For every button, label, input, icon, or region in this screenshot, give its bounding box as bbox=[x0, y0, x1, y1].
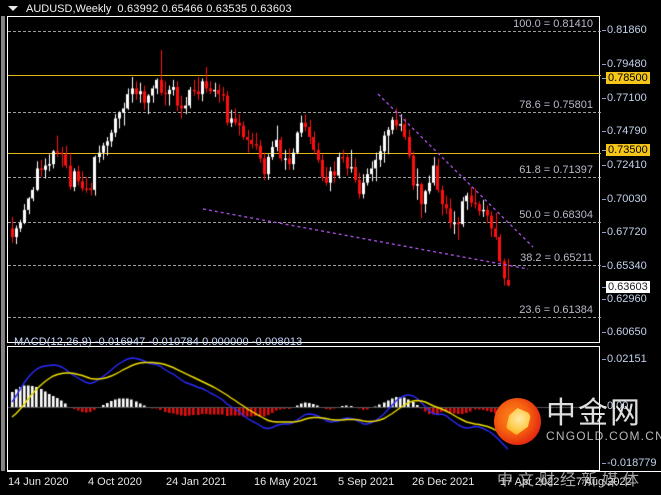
axis-tick bbox=[602, 359, 606, 360]
price-pane[interactable]: 100.0 = 0.81410 78.6 = 0.75801 61.8 = 0.71… bbox=[7, 16, 601, 343]
chart-header: AUDUSD,Weekly 0.63992 0.65466 0.63535 0.… bbox=[8, 2, 292, 15]
time-axis-label: 14 Jun 2020 bbox=[8, 476, 69, 488]
axis-tick bbox=[602, 332, 606, 333]
price-axis-label: 0.62960 bbox=[607, 293, 647, 305]
price-axis-label: 0.60650 bbox=[607, 326, 647, 338]
ohlc-values: 0.63992 0.65466 0.63535 0.63603 bbox=[117, 2, 292, 15]
axis-tick bbox=[602, 131, 606, 132]
axis-tick bbox=[602, 150, 606, 151]
axis-tick bbox=[602, 299, 606, 300]
price-axis-label: 0.74790 bbox=[607, 125, 647, 137]
macd-series bbox=[8, 347, 599, 470]
axis-tick bbox=[602, 64, 606, 65]
time-axis-line bbox=[7, 471, 661, 472]
time-axis-label: 7 Aug 2022 bbox=[576, 476, 632, 488]
price-axis-label: 0.70030 bbox=[607, 193, 647, 205]
price-axis-label: -0.018779 bbox=[607, 457, 657, 469]
time-axis-label: 16 May 2021 bbox=[254, 476, 318, 488]
candlestick-series bbox=[8, 17, 599, 342]
time-axis-label: 26 Dec 2021 bbox=[412, 476, 475, 488]
axis-tick bbox=[602, 30, 606, 31]
axis-tick bbox=[602, 266, 606, 267]
macd-pane[interactable] bbox=[7, 346, 600, 471]
axis-tick bbox=[602, 98, 606, 99]
price-axis-label: 0.78500 bbox=[606, 72, 650, 84]
time-axis-label: 5 Sep 2021 bbox=[338, 476, 395, 488]
price-axis-label: 0.72410 bbox=[607, 159, 647, 171]
fib-label-100-0: 100.0 = 0.81410 bbox=[513, 18, 593, 30]
time-axis-label: 4 Oct 2020 bbox=[88, 476, 142, 488]
axis-tick bbox=[602, 78, 606, 79]
chevron-down-icon[interactable] bbox=[8, 6, 18, 11]
fib-label-50-0: 50.0 = 0.68304 bbox=[519, 209, 593, 221]
price-axis-label: 0.00 bbox=[607, 400, 629, 412]
fib-label-61-8: 61.8 = 0.71397 bbox=[519, 164, 593, 176]
axis-tick bbox=[602, 165, 606, 166]
time-axis-label: 17 Apr 2022 bbox=[500, 476, 560, 488]
macd-label: MACD(12,26,9) -0.016947 -0.010784 0.0000… bbox=[14, 336, 303, 348]
axis-tick bbox=[602, 463, 606, 464]
trendline-overlay bbox=[202, 93, 534, 270]
axis-tick bbox=[602, 199, 606, 200]
price-axis-label: 0.65340 bbox=[607, 260, 647, 272]
price-axis-label: 0.67720 bbox=[607, 226, 647, 238]
price-axis-label: 0.73500 bbox=[606, 144, 650, 156]
fib-label-78-6: 78.6 = 0.75801 bbox=[519, 99, 593, 111]
axis-tick bbox=[602, 406, 606, 407]
channel-lower bbox=[202, 208, 529, 270]
channel-upper bbox=[377, 93, 534, 248]
fib-label-23-6: 23.6 = 0.61384 bbox=[519, 304, 593, 316]
time-axis-label: 24 Jan 2021 bbox=[166, 476, 227, 488]
price-axis-label: 0.02151 bbox=[607, 353, 647, 365]
axis-tick bbox=[602, 232, 606, 233]
price-axis-label: 0.81860 bbox=[607, 24, 647, 36]
price-axis-label: 0.77100 bbox=[607, 92, 647, 104]
price-axis-label: 0.79480 bbox=[607, 58, 647, 70]
symbol-label: AUDUSD,Weekly bbox=[26, 2, 112, 15]
chart-scrollbar[interactable] bbox=[0, 16, 7, 471]
fib-label-38-2: 38.2 = 0.65211 bbox=[520, 252, 593, 264]
axis-tick bbox=[602, 287, 606, 288]
price-axis[interactable] bbox=[601, 16, 661, 471]
current-price-label: 0.63603 bbox=[606, 281, 650, 293]
